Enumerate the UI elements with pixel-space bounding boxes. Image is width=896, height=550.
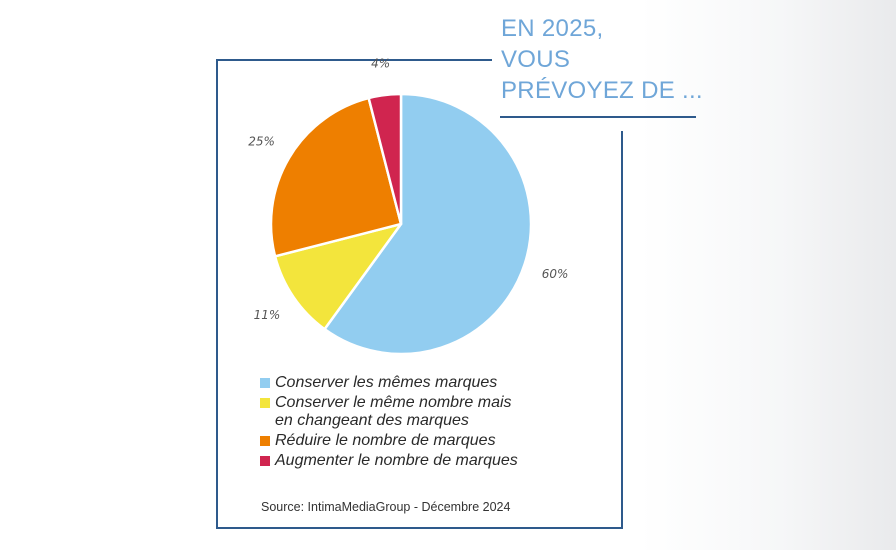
- frame-gap: [492, 52, 632, 132]
- legend-item-augmenter: Augmenter le nombre de marques: [260, 452, 600, 470]
- legend-label-changer-line1: Conserver le même nombre mais: [275, 394, 512, 411]
- legend-label-reduire: Réduire le nombre de marques: [275, 432, 496, 449]
- legend-label-conserver: Conserver les mêmes marques: [275, 374, 498, 391]
- pie-slice-conserver: [323, 92, 533, 356]
- pie-slice-changer: [273, 222, 403, 331]
- pie-label-conserver: 60%: [542, 267, 569, 281]
- legend-label-changer-line2: en changeant des marques: [275, 412, 469, 429]
- legend-swatch-reduire: [260, 436, 270, 446]
- chart-legend: Conserver les mêmes marques Conserver le…: [260, 374, 600, 472]
- title-line-1: EN 2025,: [501, 15, 604, 42]
- legend-item-reduire: Réduire le nombre de marques: [260, 432, 600, 450]
- page-title: EN 2025, VOUS PRÉVOYEZ DE ...: [501, 13, 703, 106]
- title-line-2: VOUS: [501, 46, 571, 73]
- legend-swatch-changer: [260, 398, 270, 408]
- title-line-3: PRÉVOYEZ DE ...: [501, 77, 703, 104]
- legend-swatch-augmenter: [260, 456, 270, 466]
- frame-connector: [621, 131, 623, 139]
- chart-frame: [216, 59, 623, 529]
- legend-label-augmenter: Augmenter le nombre de marques: [275, 452, 518, 469]
- pie-label-augmenter: 4%: [371, 56, 390, 70]
- page-edge-shadow: [640, 0, 896, 550]
- pie-label-reduire: 25%: [248, 135, 275, 149]
- legend-item-conserver: Conserver les mêmes marques: [260, 374, 600, 392]
- pie-slice-augmenter: [367, 92, 403, 226]
- legend-swatch-conserver: [260, 378, 270, 388]
- pie-label-changer: 11%: [254, 308, 281, 322]
- legend-item-changer: Conserver le même nombre mais en changea…: [260, 394, 600, 430]
- pie-slice-reduire: [269, 96, 403, 258]
- source-note: Source: IntimaMediaGroup - Décembre 2024: [261, 500, 511, 514]
- title-underline: [500, 116, 696, 118]
